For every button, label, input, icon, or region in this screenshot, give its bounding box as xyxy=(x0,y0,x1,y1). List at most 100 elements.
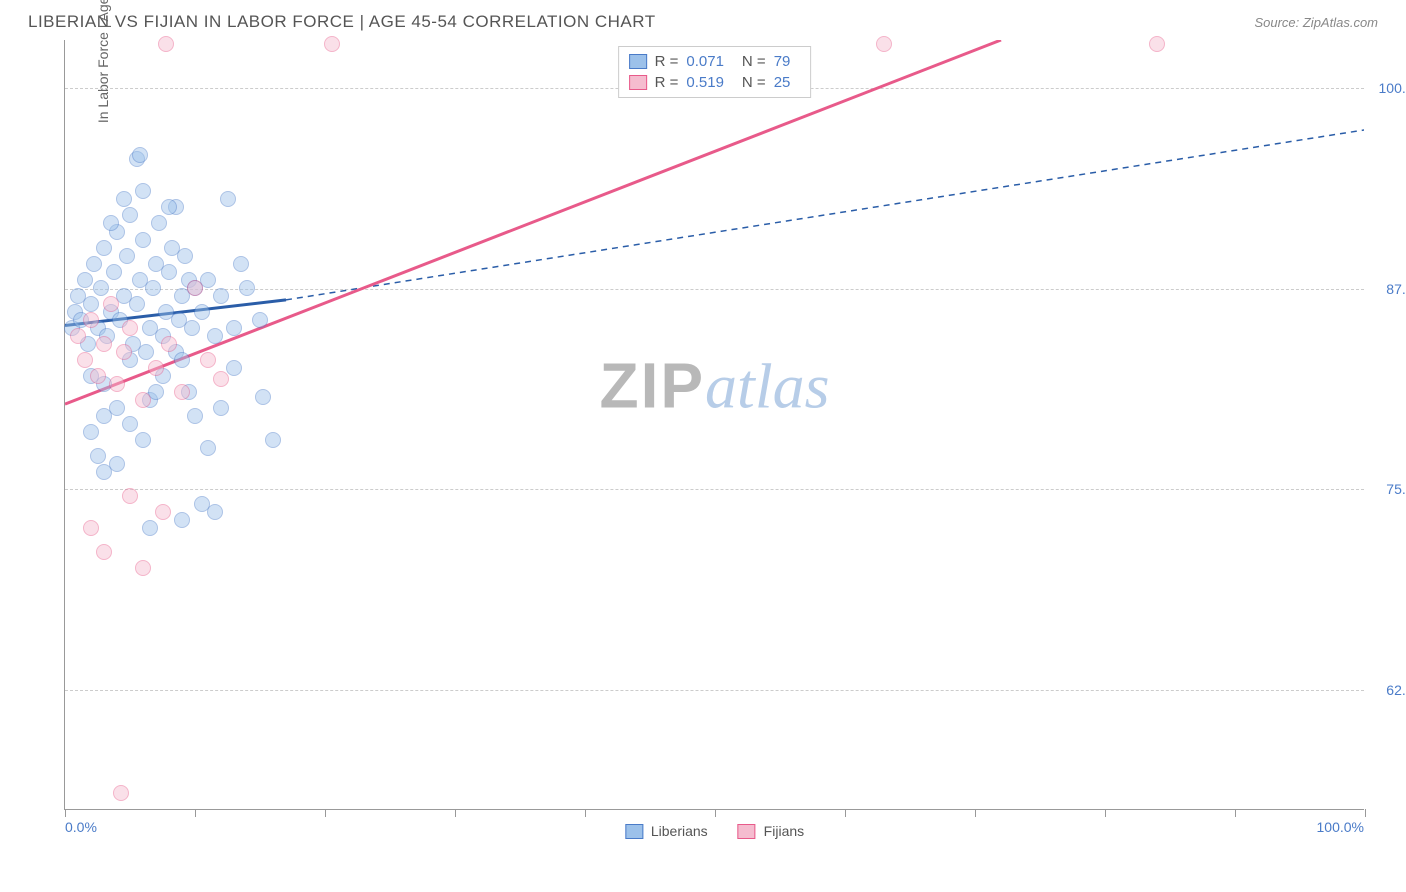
data-point xyxy=(135,432,151,448)
y-tick-label: 87.5% xyxy=(1368,281,1406,297)
data-point xyxy=(145,280,161,296)
data-point xyxy=(132,147,148,163)
data-point xyxy=(184,320,200,336)
stat-n-value: 25 xyxy=(774,74,791,91)
data-point xyxy=(142,520,158,536)
x-tick xyxy=(455,809,456,817)
data-point xyxy=(116,344,132,360)
watermark: ZIPatlas xyxy=(599,349,829,424)
x-tick xyxy=(975,809,976,817)
x-tick xyxy=(325,809,326,817)
stats-legend: R = 0.071 N = 79 R = 0.519 N = 25 xyxy=(618,46,812,98)
data-point xyxy=(155,504,171,520)
data-point xyxy=(161,199,177,215)
x-label-max: 100.0% xyxy=(1317,819,1364,835)
data-point xyxy=(174,384,190,400)
data-point xyxy=(161,336,177,352)
watermark-zip: ZIP xyxy=(599,350,705,422)
data-point xyxy=(96,240,112,256)
data-point xyxy=(174,512,190,528)
data-point xyxy=(86,256,102,272)
data-point xyxy=(83,296,99,312)
data-point xyxy=(106,264,122,280)
trend-lines xyxy=(65,40,1364,809)
data-point xyxy=(213,288,229,304)
x-tick xyxy=(195,809,196,817)
data-point xyxy=(70,328,86,344)
stat-n-label: N = xyxy=(742,74,766,91)
y-tick-label: 62.5% xyxy=(1368,682,1406,698)
y-tick-label: 75.0% xyxy=(1368,481,1406,497)
data-point xyxy=(122,207,138,223)
legend-swatch xyxy=(738,824,756,839)
x-label-min: 0.0% xyxy=(65,819,97,835)
data-point xyxy=(129,296,145,312)
data-point xyxy=(239,280,255,296)
x-tick xyxy=(1105,809,1106,817)
stat-r-value: 0.071 xyxy=(686,53,724,70)
data-point xyxy=(158,36,174,52)
data-point xyxy=(109,376,125,392)
data-point xyxy=(252,312,268,328)
data-point xyxy=(93,280,109,296)
x-tick xyxy=(1235,809,1236,817)
data-point xyxy=(138,344,154,360)
data-point xyxy=(113,785,129,801)
data-point xyxy=(103,215,119,231)
chart-title: LIBERIAN VS FIJIAN IN LABOR FORCE | AGE … xyxy=(28,12,656,32)
chart-source: Source: ZipAtlas.com xyxy=(1254,15,1378,30)
legend-item: Fijians xyxy=(738,823,804,839)
legend-label: Fijians xyxy=(764,823,804,839)
stat-r-label: R = xyxy=(655,74,679,91)
data-point xyxy=(255,389,271,405)
legend-swatch xyxy=(625,824,643,839)
data-point xyxy=(207,504,223,520)
data-point xyxy=(103,296,119,312)
data-point xyxy=(213,400,229,416)
data-point xyxy=(187,280,203,296)
data-point xyxy=(135,392,151,408)
data-point xyxy=(1149,36,1165,52)
x-tick xyxy=(715,809,716,817)
stats-legend-row: R = 0.519 N = 25 xyxy=(629,72,801,93)
stats-legend-row: R = 0.071 N = 79 xyxy=(629,51,801,72)
data-point xyxy=(122,416,138,432)
data-point xyxy=(226,320,242,336)
data-point xyxy=(96,336,112,352)
x-tick xyxy=(65,809,66,817)
data-point xyxy=(161,264,177,280)
data-point xyxy=(83,312,99,328)
data-point xyxy=(122,488,138,504)
data-point xyxy=(187,408,203,424)
data-point xyxy=(116,191,132,207)
data-point xyxy=(83,520,99,536)
legend-swatch xyxy=(629,75,647,90)
gridline-h xyxy=(65,289,1364,290)
data-point xyxy=(90,368,106,384)
gridline-h xyxy=(65,489,1364,490)
stat-n-value: 79 xyxy=(774,53,791,70)
watermark-atlas: atlas xyxy=(705,351,829,422)
x-tick xyxy=(585,809,586,817)
data-point xyxy=(83,424,99,440)
data-point xyxy=(220,191,236,207)
data-point xyxy=(77,352,93,368)
data-point xyxy=(122,320,138,336)
y-tick-label: 100.0% xyxy=(1368,80,1406,96)
data-point xyxy=(876,36,892,52)
x-tick xyxy=(1365,809,1366,817)
data-point xyxy=(96,408,112,424)
data-point xyxy=(177,248,193,264)
stat-n-label: N = xyxy=(742,53,766,70)
data-point xyxy=(194,304,210,320)
legend-swatch xyxy=(629,54,647,69)
data-point xyxy=(135,232,151,248)
legend-item: Liberians xyxy=(625,823,708,839)
stat-r-label: R = xyxy=(655,53,679,70)
legend-label: Liberians xyxy=(651,823,708,839)
data-point xyxy=(135,183,151,199)
data-point xyxy=(233,256,249,272)
data-point xyxy=(77,272,93,288)
data-point xyxy=(200,440,216,456)
data-point xyxy=(200,352,216,368)
